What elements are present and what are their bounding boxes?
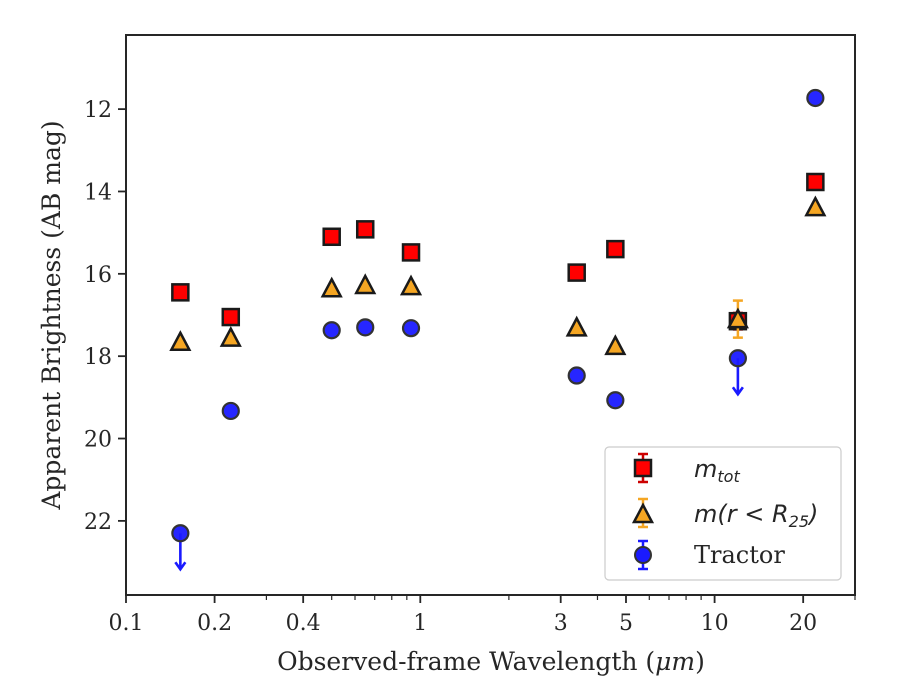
x-axis-title-text: Observed-frame Wavelength ( <box>277 647 655 676</box>
y-tick-label: 20 <box>84 428 112 453</box>
axes-frame <box>125 34 856 596</box>
upper-limit-arrowhead <box>731 386 744 397</box>
legend-marker-triangle <box>631 497 655 529</box>
data-point-circle <box>806 88 825 108</box>
data-point-triangle <box>219 325 242 347</box>
data-point-triangle <box>169 330 192 352</box>
x-tick-label: 1 <box>413 611 427 636</box>
legend-label-tractor: Tractor <box>694 541 785 569</box>
y-tick-label: 18 <box>84 345 112 370</box>
data-point-triangle <box>726 307 749 329</box>
x-axis-title-end: ) <box>695 647 705 676</box>
upper-limit-arrowhead <box>174 561 187 572</box>
x-tick-label: 0.2 <box>197 611 232 636</box>
y-axis-title: Apparent Brightness (AB mag) <box>37 120 66 510</box>
data-point-circle <box>728 349 747 368</box>
legend-label-mtot: mtot <box>694 455 740 486</box>
y-tick-label: 12 <box>84 98 112 123</box>
data-point-triangle <box>604 334 627 356</box>
legend: mtot m(r < R25) Tractor <box>604 446 842 581</box>
legend-entry-m-r25: m(r < R25) <box>631 497 818 531</box>
series-square <box>171 172 825 331</box>
data-point-square <box>171 283 190 302</box>
x-axis-title-unit: μm <box>655 647 695 676</box>
data-point-square <box>322 227 341 247</box>
data-point-triangle <box>565 315 588 337</box>
data-point-circle <box>171 524 190 543</box>
data-point-triangle <box>804 195 827 217</box>
axes: 0.1 0.2 0.4 1 3 5 10 20 12 14 16 18 20 22 <box>84 34 856 636</box>
legend-marker-square <box>633 452 653 484</box>
data-point-triangle <box>320 276 343 298</box>
y-tick-label: 14 <box>84 180 112 205</box>
data-point-square <box>401 243 421 262</box>
data-point-triangle <box>354 273 377 295</box>
legend-box <box>604 446 842 581</box>
data-point-triangle <box>399 274 423 296</box>
data-point-square <box>221 307 241 327</box>
data-point-square <box>567 263 586 282</box>
x-axis-title: Observed-frame Wavelength (μm) <box>277 647 705 676</box>
x-tick-label: 3 <box>554 611 568 636</box>
series-circle <box>171 88 825 572</box>
data-point-square <box>355 220 375 239</box>
data-point-circle <box>401 319 421 338</box>
x-tick-label: 0.1 <box>109 611 144 636</box>
legend-marker-circle <box>634 539 652 571</box>
y-tick-label: 22 <box>84 510 112 535</box>
x-tick-label: 10 <box>701 611 729 636</box>
plot-area <box>169 88 827 572</box>
data-point-circle <box>356 318 375 337</box>
series-triangle <box>169 195 827 356</box>
data-point-circle <box>221 401 240 421</box>
legend-entry-mtot: mtot <box>633 452 740 486</box>
data-point-square <box>606 239 625 259</box>
legend-label-m-r25: m(r < R25) <box>694 500 818 531</box>
data-point-circle <box>606 391 625 410</box>
x-tick-label: 5 <box>619 611 633 636</box>
data-point-circle <box>567 366 586 385</box>
legend-entry-tractor: Tractor <box>634 539 785 571</box>
data-point-square <box>806 172 825 192</box>
x-tick-label: 0.4 <box>286 611 321 636</box>
data-point-circle <box>322 321 341 340</box>
y-tick-label: 16 <box>84 263 112 288</box>
x-tick-label: 20 <box>789 611 817 636</box>
